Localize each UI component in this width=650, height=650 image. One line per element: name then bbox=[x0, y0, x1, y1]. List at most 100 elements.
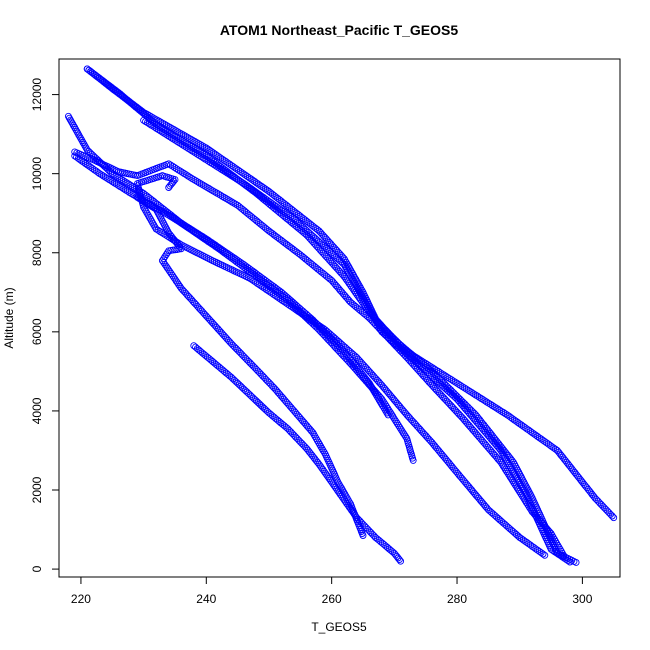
data-point bbox=[68, 118, 75, 126]
data-point bbox=[258, 192, 266, 200]
data-point bbox=[169, 135, 177, 143]
data-point bbox=[165, 211, 173, 219]
data-point bbox=[200, 234, 208, 242]
data-point bbox=[235, 166, 242, 174]
data-point bbox=[347, 505, 354, 513]
data-point bbox=[461, 384, 468, 392]
data-point bbox=[231, 174, 239, 182]
data-point bbox=[366, 381, 374, 389]
data-point bbox=[348, 507, 356, 515]
data-point bbox=[534, 546, 542, 554]
data-point bbox=[492, 404, 500, 412]
data-point bbox=[233, 165, 241, 173]
data-point bbox=[139, 197, 147, 205]
data-point bbox=[234, 176, 242, 184]
data-point bbox=[398, 427, 406, 435]
data-point bbox=[255, 281, 263, 289]
data-point bbox=[396, 423, 404, 431]
data-point bbox=[549, 534, 557, 541]
data-point bbox=[490, 403, 498, 411]
data-point bbox=[160, 129, 168, 137]
data-point bbox=[541, 438, 549, 446]
data-point bbox=[516, 534, 524, 541]
data-point bbox=[125, 188, 133, 196]
data-point bbox=[109, 178, 117, 186]
data-point bbox=[217, 245, 225, 253]
data-point bbox=[431, 365, 439, 373]
data-point bbox=[472, 391, 480, 399]
data-point bbox=[158, 128, 166, 136]
data-point bbox=[224, 250, 232, 258]
data-point bbox=[192, 177, 200, 185]
data-point bbox=[501, 410, 509, 418]
data-point bbox=[377, 400, 385, 408]
data-point bbox=[393, 420, 401, 427]
data-point bbox=[123, 187, 131, 195]
data-point bbox=[521, 497, 529, 505]
data-point bbox=[362, 299, 370, 307]
data-point bbox=[451, 378, 459, 386]
y-tick-label: 4000 bbox=[30, 397, 44, 424]
data-point bbox=[193, 139, 201, 147]
data-point bbox=[225, 170, 233, 178]
y-tick-label: 6000 bbox=[30, 318, 44, 345]
data-point bbox=[227, 161, 235, 169]
data-point bbox=[173, 137, 181, 145]
data-point bbox=[249, 176, 257, 184]
data-point bbox=[470, 390, 478, 398]
data-point bbox=[182, 143, 190, 151]
data-point bbox=[331, 483, 339, 491]
data-point bbox=[266, 288, 274, 296]
data-point bbox=[509, 415, 516, 423]
data-point bbox=[366, 306, 374, 314]
data-point bbox=[149, 219, 157, 227]
data-point bbox=[374, 394, 382, 402]
data-point bbox=[83, 161, 91, 169]
data-point bbox=[240, 170, 248, 178]
data-point bbox=[369, 385, 377, 393]
data-point bbox=[276, 205, 284, 213]
data-point bbox=[516, 420, 524, 428]
data-point bbox=[517, 489, 525, 497]
data-point bbox=[174, 217, 182, 225]
data-point bbox=[429, 364, 437, 372]
data-point bbox=[199, 154, 207, 162]
data-point bbox=[513, 484, 521, 492]
data-point bbox=[156, 228, 164, 235]
data-point bbox=[499, 450, 507, 458]
data-point bbox=[220, 167, 227, 175]
data-point bbox=[222, 248, 230, 256]
data-point bbox=[500, 409, 507, 416]
data-point bbox=[140, 116, 148, 124]
data-point bbox=[359, 532, 367, 539]
data-point bbox=[269, 200, 277, 208]
data-point bbox=[236, 258, 244, 266]
data-point bbox=[149, 122, 157, 130]
data-point bbox=[211, 188, 219, 196]
data-point bbox=[287, 303, 295, 311]
data-point bbox=[409, 351, 416, 359]
data-point bbox=[238, 178, 246, 186]
data-point bbox=[242, 171, 250, 179]
data-point bbox=[176, 167, 184, 175]
data-point bbox=[455, 380, 463, 388]
data-point bbox=[220, 194, 228, 201]
data-point bbox=[316, 322, 324, 330]
data-point bbox=[210, 161, 218, 169]
y-tick-label: 12000 bbox=[30, 78, 44, 112]
data-point bbox=[161, 260, 169, 268]
data-point bbox=[412, 354, 420, 361]
chart-title: ATOM1 Northeast_Pacific T_GEOS5 bbox=[220, 22, 459, 38]
data-point bbox=[244, 182, 251, 190]
data-point bbox=[261, 284, 268, 292]
data-point bbox=[427, 363, 435, 371]
data-point bbox=[224, 159, 232, 167]
data-point bbox=[182, 222, 190, 230]
data-point bbox=[197, 153, 205, 161]
data-point bbox=[244, 173, 251, 181]
data-point bbox=[112, 180, 120, 188]
data-point bbox=[284, 300, 292, 308]
data-point bbox=[193, 229, 201, 237]
data-point bbox=[254, 180, 262, 188]
